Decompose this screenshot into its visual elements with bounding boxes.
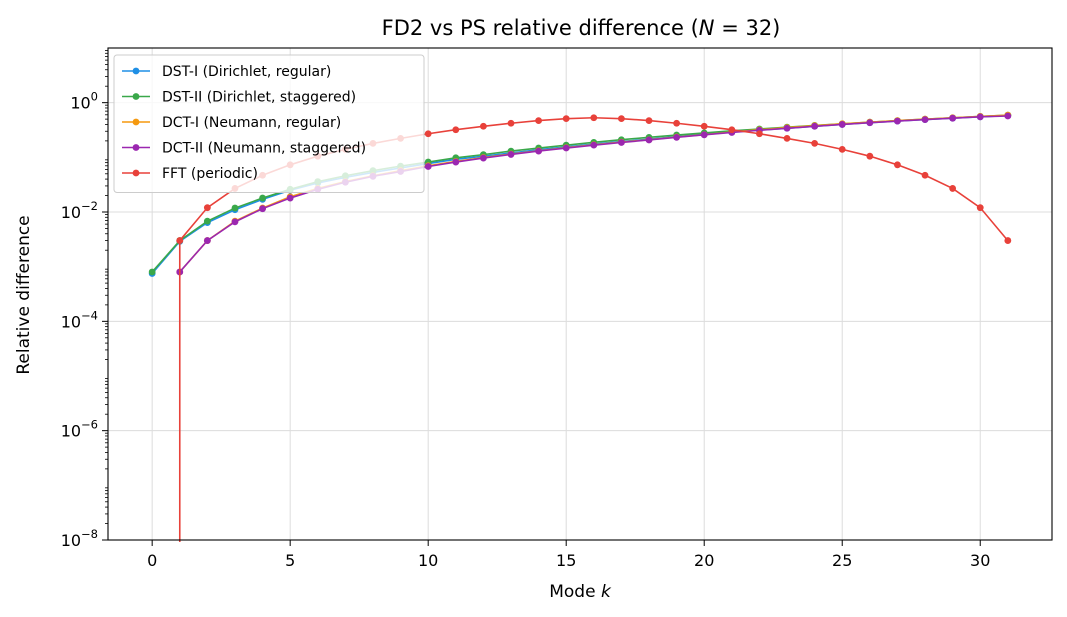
y-axis-label: Relative difference <box>14 215 34 374</box>
data-point <box>866 119 874 127</box>
y-tick-label: 10−6 <box>61 418 98 441</box>
data-point <box>590 141 598 149</box>
data-point <box>618 139 625 146</box>
x-axis: 0 5 10 15 20 25 30 <box>147 540 990 570</box>
legend-box <box>113 54 425 193</box>
data-point <box>838 121 846 128</box>
legend-label: DST-I (Dirichlet, regular) <box>162 64 331 80</box>
data-point <box>756 130 763 138</box>
y-tick-label: 10−8 <box>61 527 98 550</box>
data-point <box>286 194 294 202</box>
legend-swatch-marker <box>132 93 140 100</box>
data-point <box>728 126 736 134</box>
data-point <box>1004 237 1012 244</box>
data-point <box>203 217 211 225</box>
data-point <box>921 116 929 124</box>
legend-label: FFT (periodic) <box>162 166 258 182</box>
data-point <box>838 145 846 153</box>
chart-title: FD2 vs PS relative difference (N = 32) <box>382 16 781 40</box>
data-point <box>176 237 184 244</box>
data-point <box>562 144 570 152</box>
data-point <box>645 136 653 144</box>
x-tick-label: 10 <box>418 551 438 570</box>
data-point <box>424 130 432 138</box>
legend-label: DCT-II (Neumann, staggered) <box>162 141 366 157</box>
y-axis: 10−8 10−6 10−4 10−2 100 <box>61 50 108 550</box>
data-point <box>976 113 984 121</box>
y-tick-label: 10−2 <box>61 199 98 222</box>
legend-swatch-marker <box>132 118 140 126</box>
legend-swatch-marker <box>132 169 140 177</box>
data-point <box>949 185 957 192</box>
data-point <box>535 147 542 155</box>
data-point <box>479 154 487 162</box>
x-tick-label: 5 <box>285 551 295 570</box>
data-point <box>866 152 874 160</box>
data-point <box>673 119 681 127</box>
data-point <box>783 134 791 142</box>
data-point <box>976 204 984 212</box>
data-point <box>562 115 570 123</box>
data-point <box>1004 112 1012 120</box>
data-point <box>203 204 211 212</box>
data-point <box>811 122 819 130</box>
data-point <box>590 114 598 122</box>
data-point <box>783 124 791 132</box>
data-point <box>645 117 653 124</box>
data-point <box>148 268 156 276</box>
data-point <box>259 205 266 213</box>
data-point <box>452 158 460 166</box>
data-point <box>894 161 901 169</box>
data-point <box>894 117 901 125</box>
data-point <box>203 237 211 244</box>
y-tick-label: 100 <box>70 90 98 113</box>
data-point <box>673 133 681 141</box>
data-point <box>700 131 708 139</box>
y-tick-label: 10−4 <box>61 308 98 331</box>
data-point <box>811 139 819 147</box>
legend-swatch-marker <box>132 67 140 75</box>
data-point <box>618 115 625 123</box>
x-tick-label: 0 <box>147 551 157 570</box>
data-point <box>921 171 929 179</box>
data-point <box>231 204 239 212</box>
data-point <box>231 218 239 226</box>
plot-frame <box>107 47 1053 541</box>
x-axis-label: Mode k <box>549 582 612 602</box>
data-point <box>259 194 266 202</box>
legend-label: DST-II (Dirichlet, staggered) <box>162 90 356 106</box>
x-tick-label: 30 <box>970 551 990 570</box>
legend-swatch-marker <box>132 144 140 151</box>
data-point <box>424 163 432 170</box>
data-point <box>507 119 515 127</box>
x-tick-label: 20 <box>694 551 714 570</box>
legend: DST-I (Dirichlet, regular) DST-II (Dirich… <box>113 54 425 193</box>
data-point <box>700 122 708 130</box>
data-point <box>452 126 460 134</box>
data-point <box>507 151 515 158</box>
x-tick-label: 25 <box>832 551 852 570</box>
data-point <box>479 122 487 130</box>
legend-label: DCT-I (Neumann, regular) <box>162 115 341 131</box>
data-point <box>535 117 542 124</box>
data-point <box>949 114 957 122</box>
x-tick-label: 15 <box>556 551 576 570</box>
